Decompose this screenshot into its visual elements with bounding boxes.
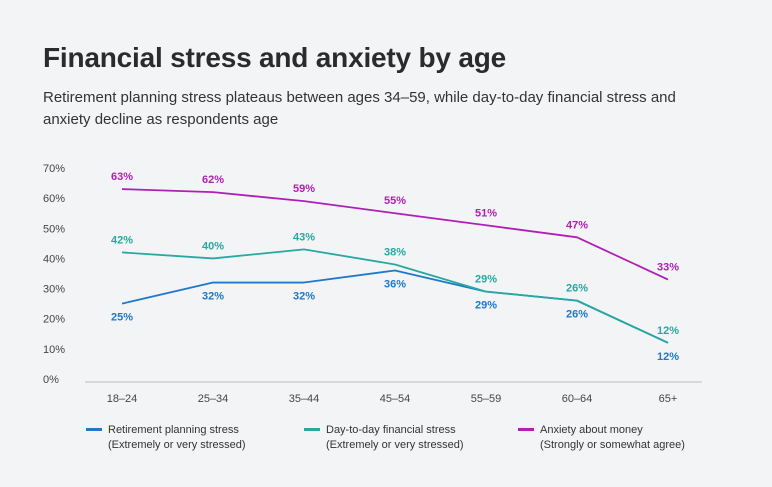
- data-label: 33%: [657, 262, 679, 274]
- legend-note-daytoday: (Extremely or very stressed): [326, 439, 464, 451]
- data-label: 29%: [475, 300, 497, 312]
- y-tick-label: 60%: [43, 193, 65, 205]
- legend-swatch-anxiety: [518, 428, 534, 431]
- data-label: 51%: [475, 207, 497, 219]
- x-tick-label: 60–64: [562, 393, 593, 405]
- y-tick-label: 50%: [43, 223, 65, 235]
- data-label: 25%: [111, 312, 133, 324]
- series-line-2: [121, 188, 669, 281]
- data-label: 12%: [657, 325, 679, 337]
- x-tick-label: 35–44: [289, 393, 320, 405]
- x-tick-label: 25–34: [198, 393, 229, 405]
- legend-swatch-retirement: [86, 428, 102, 431]
- legend-label-retirement: Retirement planning stress: [108, 424, 239, 436]
- legend-note-retirement: (Extremely or very stressed): [108, 439, 246, 451]
- data-label: 43%: [293, 231, 315, 243]
- data-label: 32%: [202, 291, 224, 303]
- data-label: 55%: [384, 195, 406, 207]
- chart-title: Financial stress and anxiety by age: [43, 42, 506, 73]
- data-label: 63%: [111, 171, 133, 183]
- data-label: 40%: [202, 240, 224, 252]
- legend-label-daytoday: Day-to-day financial stress: [326, 424, 456, 436]
- data-label: 42%: [111, 234, 133, 246]
- data-label: 47%: [566, 219, 588, 231]
- y-tick-label: 40%: [43, 253, 65, 265]
- legend-swatch-daytoday: [304, 428, 320, 431]
- y-tick-label: 70%: [43, 163, 65, 175]
- x-tick-label: 45–54: [380, 393, 411, 405]
- x-tick-label: 18–24: [107, 393, 138, 405]
- data-label: 12%: [657, 351, 679, 363]
- series-line-1: [121, 248, 669, 344]
- data-label: 26%: [566, 283, 588, 295]
- x-tick-label: 65+: [659, 393, 678, 405]
- data-label: 32%: [293, 291, 315, 303]
- data-label: 26%: [566, 309, 588, 321]
- data-label: 38%: [384, 246, 406, 258]
- legend-label-anxiety: Anxiety about money: [540, 424, 643, 436]
- y-tick-label: 0%: [43, 374, 59, 386]
- y-tick-label: 20%: [43, 314, 65, 326]
- data-label: 36%: [384, 278, 406, 290]
- y-tick-label: 30%: [43, 284, 65, 296]
- data-label: 29%: [475, 274, 497, 286]
- data-label: 62%: [202, 174, 224, 186]
- data-label: 59%: [293, 183, 315, 195]
- x-tick-label: 55–59: [471, 393, 502, 405]
- chart-subtitle: Retirement planning stress plateaus betw…: [43, 89, 676, 128]
- legend-note-anxiety: (Strongly or somewhat agree): [540, 439, 685, 451]
- y-tick-label: 10%: [43, 344, 65, 356]
